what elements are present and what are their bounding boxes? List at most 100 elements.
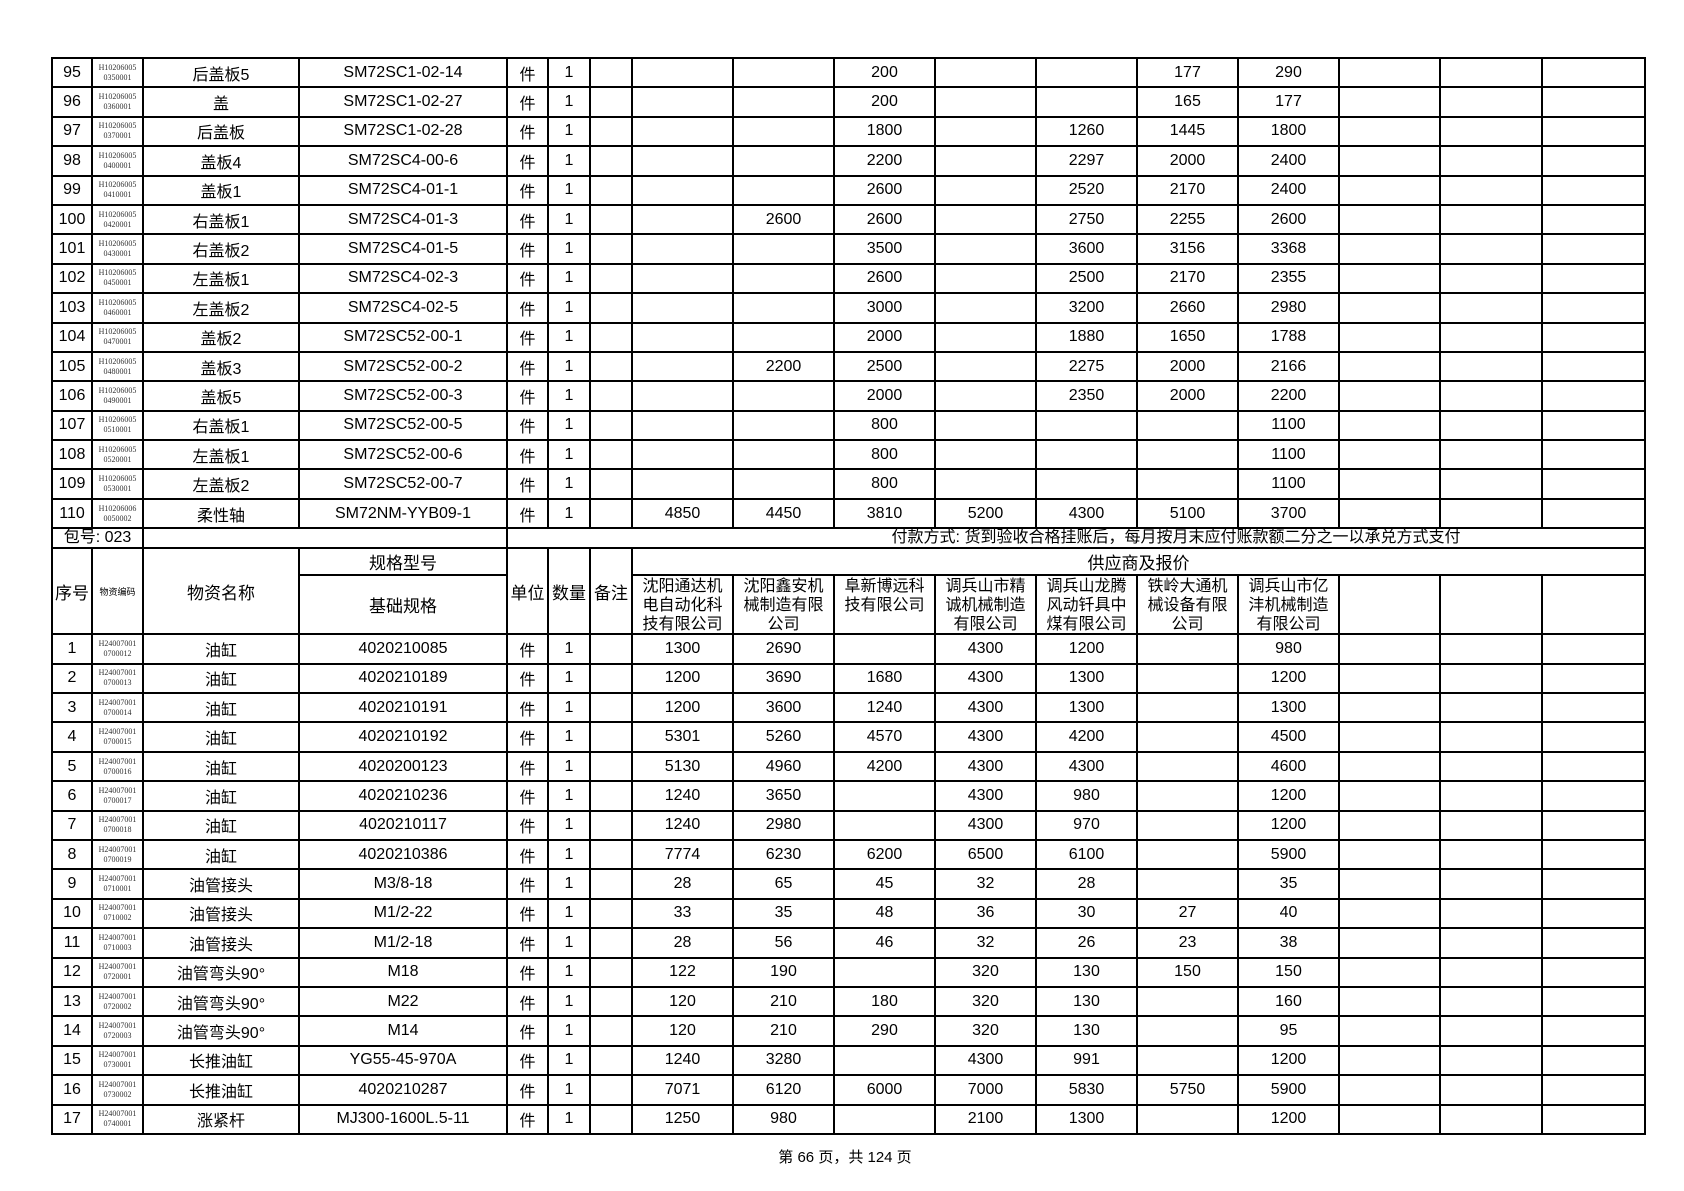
supplier-price: 6230 — [732, 838, 835, 871]
material-name: 左盖板2 — [142, 468, 300, 500]
item-no: 13 — [51, 985, 93, 1018]
material-name: 左盖板1 — [142, 439, 300, 471]
supplier-price — [1136, 1015, 1239, 1047]
supplier-price — [1136, 868, 1239, 900]
supplier-price — [1035, 86, 1138, 118]
supplier-price: 2355 — [1237, 262, 1340, 295]
supplier-price — [934, 468, 1037, 500]
spec: 4020210191 — [298, 692, 508, 724]
supplier-price — [1338, 174, 1441, 206]
supplier-price: 2600 — [732, 203, 835, 236]
note — [589, 809, 633, 841]
supplier-price — [631, 292, 734, 324]
supplier-price: 200 — [833, 56, 936, 89]
header-no: 序号 — [51, 547, 93, 636]
material-name: 油管弯头90° — [142, 1015, 300, 1047]
material-code: H24007001 0710002 — [91, 897, 144, 930]
supplier-price — [1439, 468, 1543, 500]
table-row: 15 H24007001 0730001 长推油缸 YG55-45-970A 件 1 124… — [51, 1044, 1646, 1077]
supplier-price: 1300 — [1035, 692, 1138, 724]
note — [589, 927, 633, 959]
quantity: 1 — [547, 115, 591, 148]
material-name: 油缸 — [142, 809, 300, 841]
note — [589, 233, 633, 265]
material-name: 油缸 — [142, 780, 300, 812]
supplier-price — [1439, 1015, 1543, 1047]
note — [589, 174, 633, 206]
supplier-price: 1260 — [1035, 115, 1138, 148]
supplier-price: 2350 — [1035, 380, 1138, 412]
spec: SM72SC52-00-5 — [298, 409, 508, 442]
supplier-price — [1541, 262, 1646, 295]
supplier-price: 4300 — [934, 1044, 1037, 1077]
unit: 件 — [506, 1015, 549, 1047]
note — [589, 780, 633, 812]
supplier-price — [934, 292, 1037, 324]
item-no: 101 — [51, 233, 93, 265]
supplier-price: 2200 — [833, 145, 936, 177]
supplier-price: 6000 — [833, 1074, 936, 1106]
material-code: H24007001 0700018 — [91, 809, 144, 841]
supplier-price — [934, 409, 1037, 442]
spec: SM72SC1-02-28 — [298, 115, 508, 148]
supplier-price — [1136, 409, 1239, 442]
material-name: 盖 — [142, 86, 300, 118]
supplier-price — [1035, 439, 1138, 471]
supplier-price — [1338, 780, 1441, 812]
material-code: H10206005 0450001 — [91, 262, 144, 295]
spec: 4020210085 — [298, 633, 508, 665]
header-row-2: 基础规格 沈阳通达机电自动化科技有限公司 沈阳鑫安机械制造有限公司 阜新博远科技有限… — [52, 574, 1646, 636]
supplier-price — [631, 321, 734, 353]
supplier-price — [1541, 233, 1646, 265]
supplier-price — [1439, 86, 1543, 118]
supplier-price: 32 — [934, 868, 1037, 900]
unit: 件 — [506, 692, 549, 724]
quantity: 1 — [547, 692, 591, 724]
header-spec: 基础规格 — [298, 574, 508, 636]
material-name: 油缸 — [142, 662, 300, 695]
supplier-price — [1439, 409, 1543, 442]
supplier-price — [631, 56, 734, 89]
supplier-price — [732, 174, 835, 206]
supplier-price: 2520 — [1035, 174, 1138, 206]
material-name: 油管接头 — [142, 897, 300, 930]
supplier-price: 2000 — [833, 321, 936, 353]
supplier-price: 3690 — [732, 662, 835, 695]
material-name: 后盖板5 — [142, 56, 300, 89]
supplier-price: 1100 — [1237, 409, 1340, 442]
supplier-price: 1240 — [631, 780, 734, 812]
supplier-price: 45 — [833, 868, 936, 900]
item-no: 107 — [51, 409, 93, 442]
supplier-price: 4300 — [1035, 750, 1138, 783]
supplier-price — [1439, 233, 1543, 265]
supplier-price: 3600 — [1035, 233, 1138, 265]
item-no: 104 — [51, 321, 93, 353]
supplier-price: 32 — [934, 927, 1037, 959]
header-supplier: 调兵山市亿沣机械制造有限公司 — [1237, 574, 1340, 636]
supplier-price — [1439, 321, 1543, 353]
material-code: H24007001 0730001 — [91, 1044, 144, 1077]
supplier-price: 3280 — [732, 1044, 835, 1077]
unit: 件 — [506, 721, 549, 753]
payment-terms: 付款方式: 货到验收合格挂账后，每月按月末应付账款额二分之一以承兑方式支付 — [506, 527, 1646, 550]
supplier-price — [1136, 1044, 1239, 1077]
top-section: 95 H10206005 0350001 后盖板5 SM72SC1-02-14 件 1 20… — [51, 56, 1646, 530]
supplier-price — [732, 115, 835, 148]
supplier-price — [1541, 380, 1646, 412]
spec: SM72SC52-00-1 — [298, 321, 508, 353]
bottom-section: 1 H24007001 0700012 油缸 4020210085 件 1 1300 2690… — [51, 633, 1646, 1135]
table-row: 5 H24007001 0700016 油缸 4020200123 件 1 5130 4960… — [51, 750, 1646, 783]
supplier-price — [732, 233, 835, 265]
supplier-price: 7000 — [934, 1074, 1037, 1106]
supplier-price: 4300 — [934, 750, 1037, 783]
material-code: H10206005 0520001 — [91, 439, 144, 471]
material-code: H24007001 0730002 — [91, 1074, 144, 1106]
note — [589, 321, 633, 353]
supplier-price: 1445 — [1136, 115, 1239, 148]
supplier-price — [1136, 809, 1239, 841]
supplier-price — [1439, 838, 1543, 871]
supplier-price — [732, 262, 835, 295]
supplier-price — [1541, 721, 1646, 753]
supplier-price: 4200 — [1035, 721, 1138, 753]
supplier-price — [1541, 409, 1646, 442]
